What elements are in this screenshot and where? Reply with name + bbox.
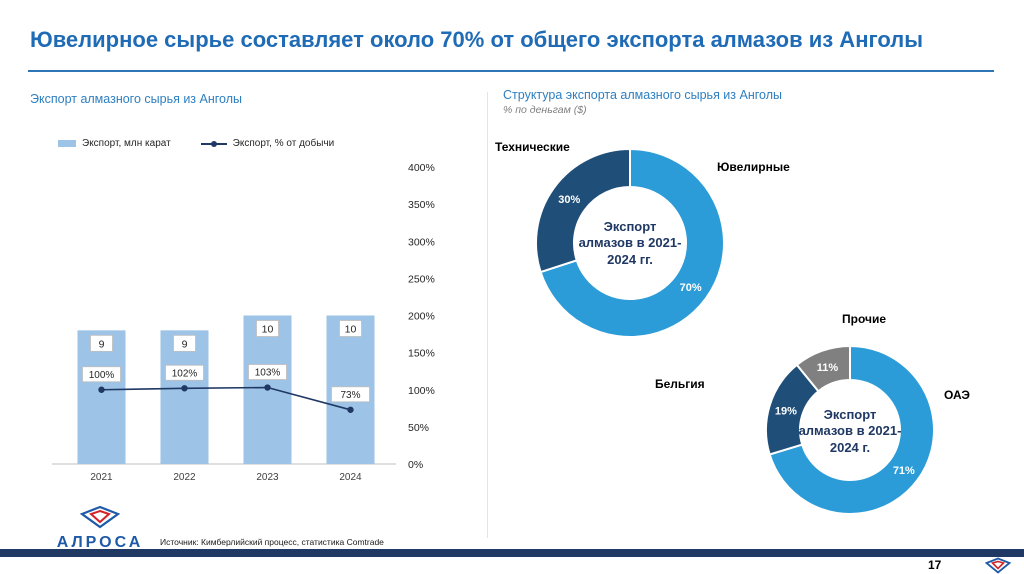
y-axis-tick: 300%	[408, 236, 435, 248]
line-series-swatch-icon	[200, 140, 227, 147]
line-marker	[347, 406, 354, 413]
line-value-label: 73%	[340, 390, 360, 401]
line-value-box	[248, 364, 287, 380]
donut-slice	[795, 344, 851, 393]
chart-legend: Экспорт, млн карат Экспорт, % от добычи	[58, 138, 334, 149]
source-note: Источник: Кимберлийский процесс, статист…	[160, 537, 384, 547]
bar-value-label: 9	[182, 338, 188, 350]
line-value-label: 100%	[89, 370, 115, 381]
donut2-center-label: Экспорт алмазов в 2021-2024 г.	[798, 407, 902, 455]
donut-slice	[539, 147, 725, 338]
column-divider	[487, 92, 488, 538]
y-axis-tick: 350%	[408, 199, 435, 211]
slice-percent-label: 19%	[775, 405, 797, 417]
donut2-label-belgium: Бельгия	[655, 377, 705, 391]
bar-value-box	[339, 320, 362, 337]
page-number: 17	[928, 558, 942, 572]
bar-series-swatch-icon	[58, 140, 76, 147]
alrosa-logo: АЛРОСА	[44, 505, 156, 552]
bar-line-chart: 0% 50% 100% 150% 200% 250% 300% 350% 400% 9 9 10 10 1…	[52, 162, 435, 483]
y-axis-tick: 400%	[408, 162, 435, 174]
x-axis-tick: 2023	[256, 472, 279, 483]
legend-label-carats: Экспорт, млн карат	[82, 138, 171, 149]
line-value-box	[82, 366, 121, 383]
x-axis-tick: 2022	[173, 472, 196, 483]
y-axis-tick: 250%	[408, 273, 435, 285]
y-axis-tick: 100%	[408, 385, 435, 397]
line-value-box	[331, 386, 370, 403]
slice-percent-label: 71%	[893, 465, 915, 477]
bar-value-box	[256, 320, 279, 337]
slice-percent-label: 30%	[558, 194, 580, 206]
right-section-title: Структура экспорта алмазного сырья из Ан…	[503, 88, 782, 102]
line-value-box	[165, 364, 204, 381]
slide-title: Ювелирное сырье составляет около 70% от …	[30, 27, 924, 52]
line-marker	[264, 384, 271, 391]
bar-value-label: 9	[99, 338, 105, 350]
legend-item-percent: Экспорт, % от добычи	[200, 138, 335, 149]
bar-value-box	[173, 334, 196, 352]
slice-percent-label: 70%	[680, 282, 702, 294]
bar-value-label: 10	[262, 324, 274, 336]
y-axis-tick: 150%	[408, 348, 435, 360]
line-marker	[181, 385, 188, 392]
right-section-subtitle: % по деньгам ($)	[503, 104, 587, 116]
bar	[160, 330, 209, 464]
donut-slice	[535, 147, 631, 274]
legend-label-percent: Экспорт, % от добычи	[232, 138, 335, 149]
footer-bar	[0, 549, 1024, 557]
slice-percent-label: 11%	[817, 362, 839, 374]
donut-chart-product-mix: 70% 30%	[535, 147, 725, 338]
alrosa-mini-logo-icon	[984, 557, 1012, 574]
donut1-center-label: Экспорт алмазов в 2021-2024 гг.	[578, 219, 682, 267]
x-axis-tick: 2021	[90, 472, 113, 483]
alrosa-diamond-icon	[79, 505, 121, 529]
line-marker	[98, 386, 105, 393]
x-axis-tick: 2024	[339, 472, 362, 483]
donut-slice	[768, 344, 935, 515]
bar-value-box	[90, 334, 113, 352]
donut-chart-destinations: 71% 19% 11%	[765, 344, 935, 515]
bar-value-label: 10	[345, 324, 357, 336]
line-marker-icon	[210, 140, 217, 147]
donut1-label-technical: Технические	[495, 140, 570, 154]
donut1-label-jewelry: Ювелирные	[717, 160, 790, 174]
bar	[77, 330, 126, 464]
line-value-label: 103%	[255, 368, 281, 379]
left-chart-title: Экспорт алмазного сырья из Анголы	[30, 92, 242, 106]
y-axis-tick: 0%	[408, 459, 423, 471]
y-axis-tick: 200%	[408, 311, 435, 323]
donut2-label-uae: ОАЭ	[944, 388, 970, 402]
line-series	[101, 386, 351, 411]
line-value-label: 102%	[172, 368, 198, 379]
legend-item-carats: Экспорт, млн карат	[58, 138, 171, 149]
title-divider	[28, 70, 994, 72]
donut2-label-other: Прочие	[842, 312, 887, 326]
alrosa-logo-text: АЛРОСА	[56, 534, 144, 551]
y-axis-tick: 50%	[408, 422, 429, 434]
